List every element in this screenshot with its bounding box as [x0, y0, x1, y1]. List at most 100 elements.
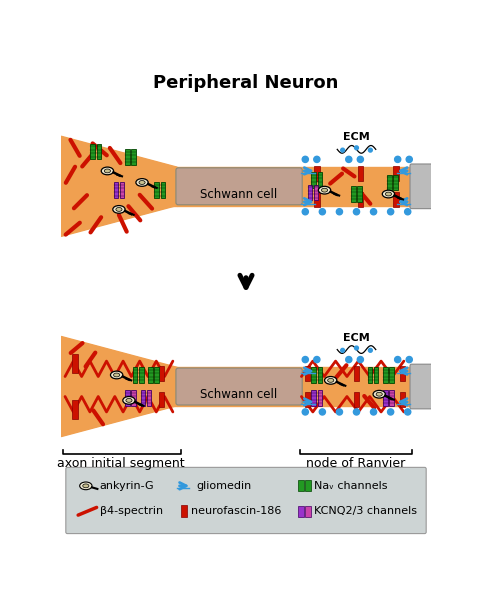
Bar [305, 366, 310, 381]
Polygon shape [177, 367, 411, 406]
Ellipse shape [328, 379, 334, 382]
Polygon shape [61, 136, 177, 236]
Bar [305, 392, 310, 407]
Bar [358, 192, 363, 207]
Bar [131, 150, 136, 165]
Polygon shape [61, 336, 177, 437]
FancyBboxPatch shape [176, 168, 302, 205]
Ellipse shape [136, 178, 148, 186]
FancyBboxPatch shape [66, 467, 426, 534]
Bar [394, 192, 399, 207]
Circle shape [341, 148, 345, 152]
Text: Schwann cell: Schwann cell [201, 188, 278, 201]
Bar [155, 367, 159, 383]
Bar [160, 183, 165, 198]
Circle shape [336, 209, 343, 215]
Text: Naᵥ channels: Naᵥ channels [314, 481, 387, 491]
Ellipse shape [83, 484, 89, 488]
Ellipse shape [80, 482, 92, 490]
Circle shape [346, 156, 352, 162]
Bar [147, 390, 151, 406]
Bar [312, 367, 316, 383]
Bar [120, 183, 124, 198]
Ellipse shape [385, 192, 392, 196]
Circle shape [302, 156, 308, 162]
Bar [131, 390, 136, 406]
Circle shape [314, 156, 320, 162]
Bar [393, 175, 398, 190]
Circle shape [353, 409, 360, 415]
Polygon shape [177, 167, 411, 206]
Ellipse shape [113, 206, 125, 213]
Ellipse shape [376, 393, 382, 396]
Circle shape [355, 146, 359, 150]
Circle shape [355, 346, 359, 350]
Bar [158, 392, 164, 407]
Bar [148, 367, 153, 383]
Circle shape [314, 356, 320, 362]
Text: ECM: ECM [343, 133, 370, 142]
Bar [125, 390, 130, 406]
Text: node of Ranvier: node of Ranvier [306, 457, 405, 470]
Circle shape [395, 356, 401, 362]
Circle shape [405, 209, 411, 215]
Polygon shape [61, 367, 177, 406]
Circle shape [387, 209, 394, 215]
Bar [354, 392, 359, 407]
Ellipse shape [373, 390, 385, 398]
Text: Peripheral Neuron: Peripheral Neuron [153, 74, 339, 92]
Bar [299, 481, 304, 491]
Bar [400, 366, 405, 381]
Ellipse shape [101, 167, 114, 175]
Bar [312, 172, 316, 188]
Bar [305, 506, 311, 517]
Bar [141, 390, 145, 406]
Ellipse shape [382, 190, 395, 198]
Polygon shape [61, 167, 177, 206]
Ellipse shape [322, 188, 328, 192]
Bar [374, 367, 378, 383]
Circle shape [369, 148, 372, 152]
Circle shape [302, 356, 308, 362]
Ellipse shape [324, 376, 337, 384]
FancyBboxPatch shape [410, 164, 432, 209]
Polygon shape [61, 336, 177, 437]
Bar [389, 390, 394, 406]
Text: axon initial segment: axon initial segment [58, 457, 185, 470]
Bar [308, 185, 312, 200]
Circle shape [319, 209, 325, 215]
Polygon shape [61, 136, 177, 236]
Circle shape [302, 409, 308, 415]
Text: KCNQ2/3 channels: KCNQ2/3 channels [314, 507, 417, 516]
Circle shape [395, 156, 401, 162]
Bar [96, 144, 101, 159]
Circle shape [357, 156, 363, 162]
Ellipse shape [104, 169, 110, 173]
Ellipse shape [139, 180, 145, 185]
Bar [354, 366, 359, 381]
Bar [389, 367, 394, 383]
Bar [133, 367, 137, 383]
Circle shape [302, 209, 308, 215]
Bar [318, 367, 322, 383]
Circle shape [371, 409, 377, 415]
Text: neurofascin-186: neurofascin-186 [191, 507, 281, 516]
Bar [314, 185, 318, 200]
Bar [383, 390, 388, 406]
Circle shape [319, 409, 325, 415]
Bar [305, 481, 311, 491]
Bar [383, 367, 388, 383]
Text: Schwann cell: Schwann cell [201, 388, 278, 401]
Bar [299, 506, 304, 517]
Text: ECM: ECM [343, 333, 370, 343]
Ellipse shape [126, 399, 132, 402]
Text: β4-spectrin: β4-spectrin [100, 507, 163, 516]
Bar [387, 175, 392, 190]
Text: ankyrin-G: ankyrin-G [100, 481, 155, 491]
Bar [318, 390, 322, 406]
Circle shape [341, 349, 345, 352]
Circle shape [346, 356, 352, 362]
Bar [357, 186, 362, 202]
Circle shape [406, 156, 412, 162]
Ellipse shape [123, 397, 135, 404]
